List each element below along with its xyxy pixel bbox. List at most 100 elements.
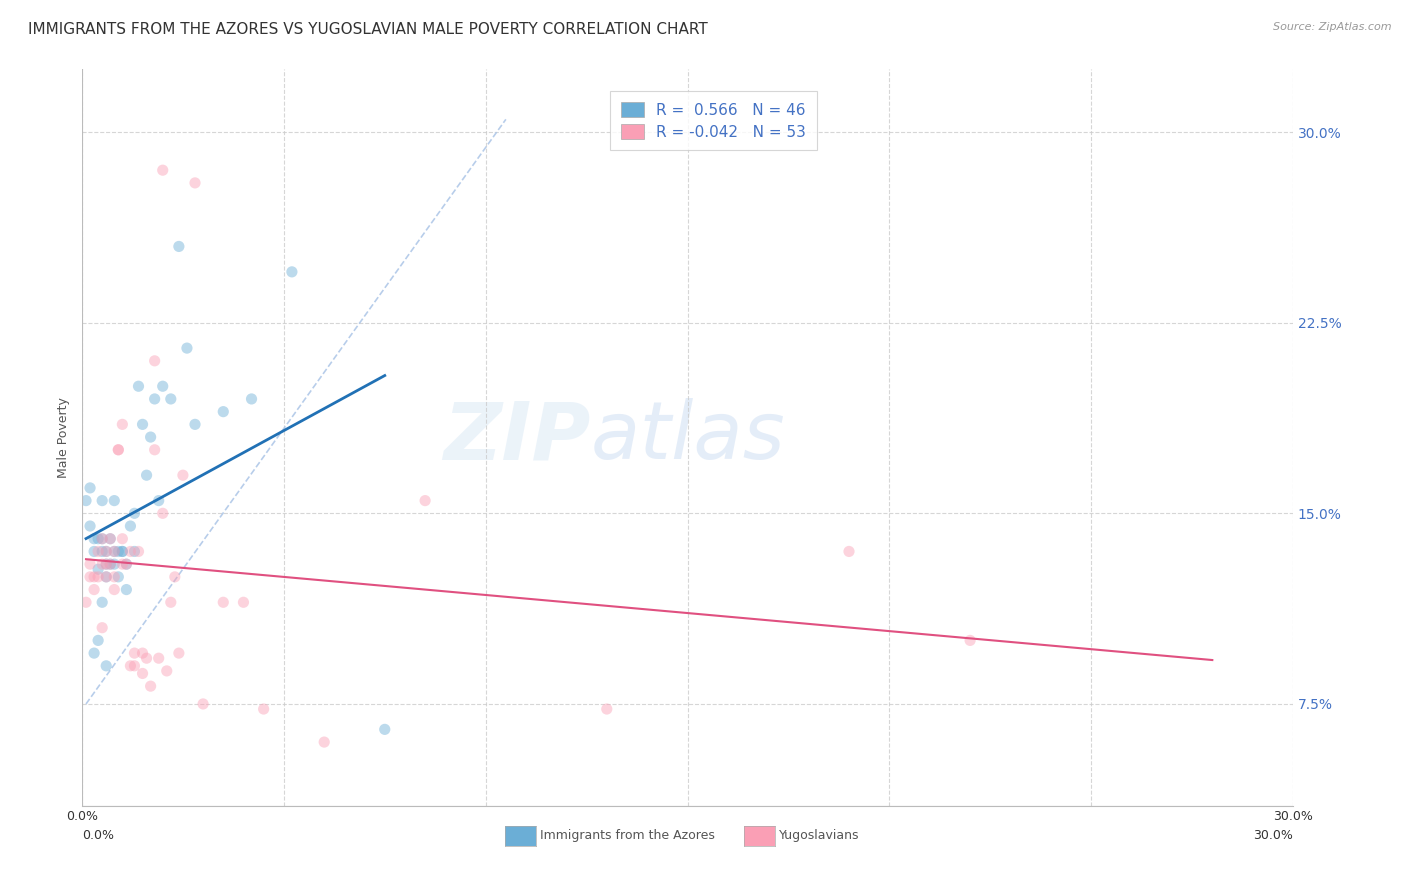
Point xyxy=(79,557,101,571)
Point xyxy=(91,595,114,609)
Point xyxy=(156,664,179,678)
Point xyxy=(111,532,134,546)
Point xyxy=(148,493,170,508)
Point xyxy=(159,595,181,609)
Text: atlas: atlas xyxy=(591,398,786,476)
Point xyxy=(103,582,125,597)
Point xyxy=(83,582,105,597)
Point xyxy=(87,532,110,546)
Point xyxy=(107,442,129,457)
Point xyxy=(212,595,235,609)
Point xyxy=(111,544,134,558)
Point xyxy=(79,481,101,495)
Point xyxy=(75,493,97,508)
Point xyxy=(96,557,118,571)
Point xyxy=(87,570,110,584)
Point xyxy=(191,697,214,711)
Point xyxy=(111,417,134,432)
Y-axis label: Male Poverty: Male Poverty xyxy=(58,397,70,477)
Point xyxy=(212,404,235,418)
Point xyxy=(184,176,207,190)
Point xyxy=(115,557,138,571)
Point xyxy=(83,570,105,584)
Point xyxy=(83,646,105,660)
Text: 30.0%: 30.0% xyxy=(1253,830,1294,842)
Point xyxy=(314,735,336,749)
Point xyxy=(91,557,114,571)
Point xyxy=(135,468,157,483)
Point xyxy=(184,417,207,432)
Point xyxy=(87,562,110,576)
Point xyxy=(143,392,166,406)
Point xyxy=(120,519,142,533)
Point xyxy=(176,341,198,355)
Point xyxy=(96,570,118,584)
Point xyxy=(91,532,114,546)
Point xyxy=(838,544,860,558)
Point xyxy=(98,557,121,571)
Point xyxy=(83,532,105,546)
Point xyxy=(91,544,114,558)
Point xyxy=(139,679,162,693)
Point xyxy=(98,532,121,546)
Point xyxy=(232,595,254,609)
Point xyxy=(87,633,110,648)
Point xyxy=(91,493,114,508)
Point xyxy=(96,544,118,558)
Point xyxy=(131,417,153,432)
Text: ZIP: ZIP xyxy=(443,398,591,476)
Point xyxy=(139,430,162,444)
Point xyxy=(96,658,118,673)
Point xyxy=(96,557,118,571)
Point xyxy=(413,493,436,508)
Point xyxy=(107,570,129,584)
Point xyxy=(124,646,146,660)
Point xyxy=(111,544,134,558)
Point xyxy=(148,651,170,665)
Point xyxy=(87,544,110,558)
Point xyxy=(103,544,125,558)
Point xyxy=(281,265,304,279)
Point xyxy=(83,544,105,558)
Point xyxy=(167,239,190,253)
Point xyxy=(96,570,118,584)
Point xyxy=(240,392,263,406)
Point xyxy=(107,442,129,457)
Point xyxy=(152,506,174,520)
Point xyxy=(253,702,276,716)
Legend: R =  0.566   N = 46, R = -0.042   N = 53: R = 0.566 N = 46, R = -0.042 N = 53 xyxy=(610,91,817,151)
Text: 0.0%: 0.0% xyxy=(82,830,114,842)
Point xyxy=(596,702,619,716)
Text: IMMIGRANTS FROM THE AZORES VS YUGOSLAVIAN MALE POVERTY CORRELATION CHART: IMMIGRANTS FROM THE AZORES VS YUGOSLAVIA… xyxy=(28,22,707,37)
Point xyxy=(143,354,166,368)
Point xyxy=(103,570,125,584)
Point xyxy=(79,519,101,533)
Point xyxy=(107,544,129,558)
Point xyxy=(75,595,97,609)
Point xyxy=(152,379,174,393)
Point xyxy=(143,442,166,457)
Point xyxy=(172,468,194,483)
Point xyxy=(128,379,150,393)
Point xyxy=(111,557,134,571)
Point xyxy=(120,544,142,558)
Point xyxy=(103,557,125,571)
Text: Source: ZipAtlas.com: Source: ZipAtlas.com xyxy=(1274,22,1392,32)
Point xyxy=(374,723,396,737)
Point xyxy=(124,506,146,520)
Point xyxy=(115,582,138,597)
Point xyxy=(131,646,153,660)
Point xyxy=(98,557,121,571)
Point xyxy=(115,557,138,571)
Point xyxy=(135,651,157,665)
Point xyxy=(124,658,146,673)
Point xyxy=(103,544,125,558)
Point xyxy=(167,646,190,660)
Point xyxy=(91,532,114,546)
Point xyxy=(163,570,186,584)
Point xyxy=(131,666,153,681)
Text: Yugoslavians: Yugoslavians xyxy=(779,830,859,842)
Point xyxy=(152,163,174,178)
Point xyxy=(124,544,146,558)
Point xyxy=(98,532,121,546)
